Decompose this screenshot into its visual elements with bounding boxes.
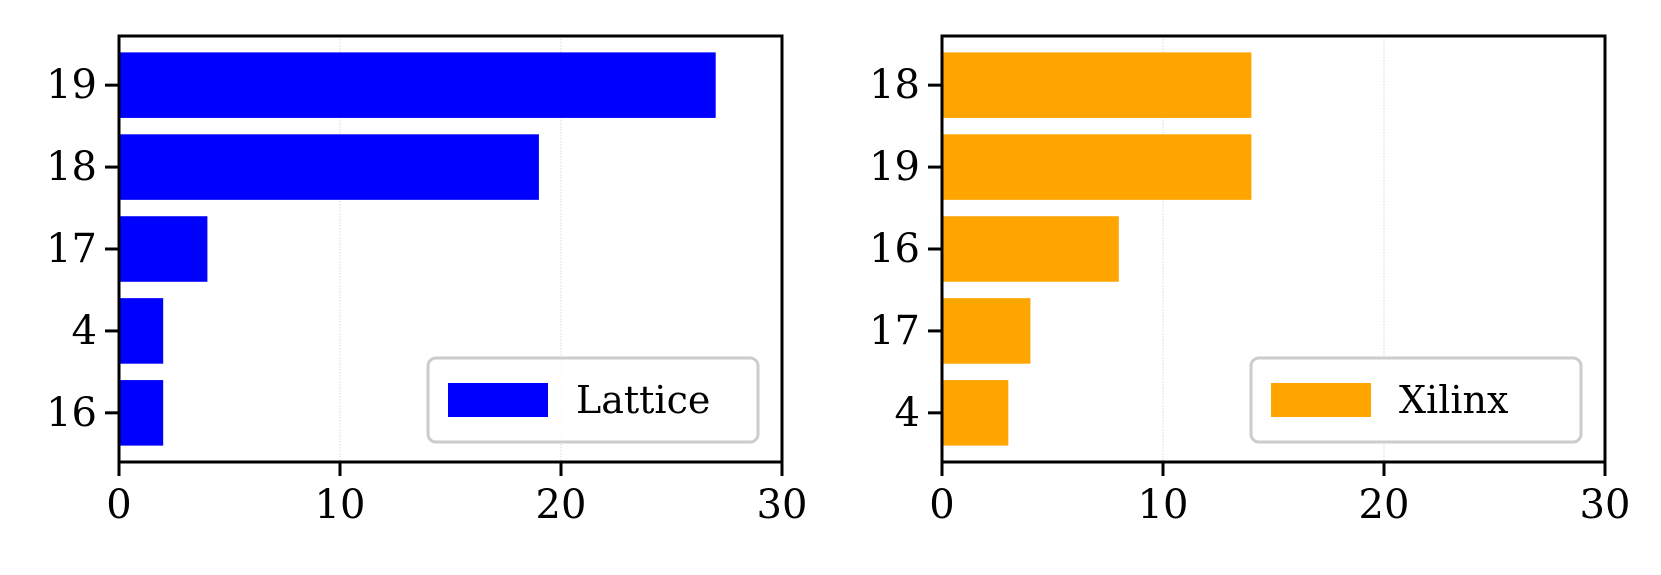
y-tick-label: 17 <box>46 226 97 272</box>
bar-18 <box>119 134 539 200</box>
legend-box <box>426 356 760 444</box>
x-tick-label: 0 <box>106 482 131 528</box>
bar-19 <box>942 134 1252 200</box>
legend: Xilinx <box>1249 356 1583 444</box>
legend-swatch <box>1271 383 1371 417</box>
bar-4 <box>942 380 1009 446</box>
bar-17 <box>119 216 208 282</box>
chart-panel-1: 19 18 17 4 160 10 20 30 Lattice <box>46 34 808 528</box>
legend: Lattice <box>426 356 760 444</box>
y-tick-label: 4 <box>72 308 97 354</box>
y-tick-label: 18 <box>869 62 920 108</box>
x-tick-label: 10 <box>1138 482 1189 528</box>
x-tick-label: 0 <box>929 482 954 528</box>
legend-box <box>1249 356 1583 444</box>
x-tick-label: 10 <box>315 482 366 528</box>
x-tick-label: 30 <box>757 482 808 528</box>
bar-16 <box>942 216 1119 282</box>
bar-17 <box>942 298 1031 364</box>
bar-16 <box>119 380 164 446</box>
bar-4 <box>119 298 164 364</box>
legend-label: Lattice <box>576 378 710 422</box>
bar-19 <box>119 52 716 118</box>
x-tick-label: 20 <box>1359 482 1410 528</box>
chart-panel-2: 18 19 16 17 40 10 20 30 Xilinx <box>869 34 1631 528</box>
y-tick-label: 17 <box>869 308 920 354</box>
y-tick-label: 18 <box>46 144 97 190</box>
y-tick-label: 16 <box>46 390 97 436</box>
legend-label: Xilinx <box>1399 378 1508 422</box>
legend-swatch <box>448 383 548 417</box>
y-tick-label: 19 <box>46 62 97 108</box>
bar-18 <box>942 52 1252 118</box>
y-tick-label: 4 <box>895 390 920 436</box>
y-tick-label: 16 <box>869 226 920 272</box>
y-tick-label: 19 <box>869 144 920 190</box>
x-tick-label: 20 <box>536 482 587 528</box>
x-tick-label: 30 <box>1580 482 1631 528</box>
